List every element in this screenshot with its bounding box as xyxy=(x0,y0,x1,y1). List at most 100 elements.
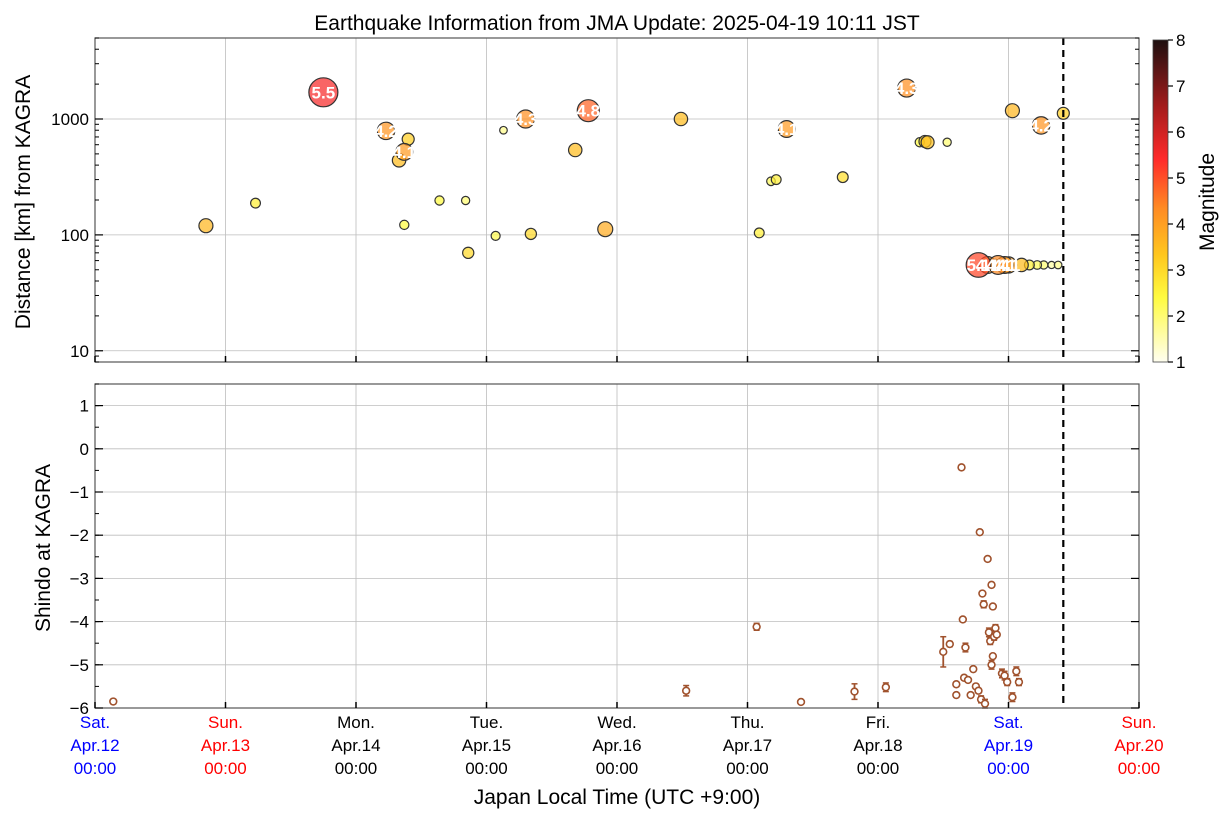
y-tick-label: 1000 xyxy=(51,110,89,129)
x-tick-label: Apr.13 xyxy=(201,736,250,755)
earthquake-point xyxy=(308,77,339,108)
earthquake-point xyxy=(567,142,583,158)
shindo-point xyxy=(681,686,691,695)
colorbar-tick-label: 8 xyxy=(1176,31,1185,50)
x-tick-label: Apr.18 xyxy=(853,736,902,755)
earthquake-point xyxy=(395,142,414,161)
shindo-point xyxy=(963,675,973,685)
x-tick-label: 00:00 xyxy=(204,759,247,778)
y-tick-label: 1 xyxy=(80,397,89,416)
x-axis-label: Japan Local Time (UTC +9:00) xyxy=(474,786,761,809)
colorbar-ticks: 1 2 3 4 5 6 7 8 xyxy=(1168,31,1185,372)
y-tick-label: −4 xyxy=(70,613,89,632)
shindo-point xyxy=(987,580,996,590)
y-tick-label: −3 xyxy=(70,569,89,588)
shindo-point xyxy=(983,554,992,564)
y-tick-label: −1 xyxy=(70,483,89,502)
earthquake-point xyxy=(376,121,396,141)
x-tick-label: Sun. xyxy=(1122,713,1157,732)
x-tick-label: Tue. xyxy=(470,713,503,732)
y-tick-label: −5 xyxy=(70,656,89,675)
x-tick-label: Apr.19 xyxy=(984,736,1033,755)
x-tick-label: 00:00 xyxy=(596,759,639,778)
magnitude-label: 4.4 xyxy=(986,256,1010,275)
earthquake-point xyxy=(1004,103,1021,119)
earthquake-point xyxy=(597,221,614,238)
y-tick-label: −2 xyxy=(70,526,89,545)
shindo-point xyxy=(987,660,996,669)
shindo-point xyxy=(1014,677,1024,687)
earthquake-point xyxy=(516,109,536,129)
x-tick-label: 00:00 xyxy=(465,759,508,778)
x-tick-label: Apr.16 xyxy=(592,736,641,755)
earthquake-point xyxy=(399,219,410,231)
shindo-panel: −6 −5 −4 −3 −2 −1 0 1 Shindo at KAGRA xyxy=(32,383,1140,718)
shindo-point xyxy=(980,699,990,708)
earthquake-point xyxy=(965,252,992,278)
earthquake-point xyxy=(1053,260,1063,270)
x-tick-label: Apr.14 xyxy=(331,736,380,755)
shindo-point xyxy=(957,463,966,472)
shindo-grid xyxy=(95,384,1139,708)
colorbar-tick-label: 2 xyxy=(1176,307,1185,326)
magnitude-colorbar: 1 2 3 4 5 6 7 8 Magnitude xyxy=(1152,31,1219,372)
distance-panel: 5.54.24.14.3 4.84.14.34.25.14.14.44.14.1 … xyxy=(12,37,1140,363)
x-tick-label: 00:00 xyxy=(74,759,117,778)
x-tick-label: Mon. xyxy=(337,713,375,732)
earthquake-point xyxy=(524,227,538,241)
earthquake-point xyxy=(777,119,796,138)
shindo-point xyxy=(966,690,975,700)
y-tick-label: 100 xyxy=(61,226,89,245)
magnitude-label: 4.1 xyxy=(976,256,1000,275)
x-tick-label: 00:00 xyxy=(987,759,1030,778)
earthquake-point xyxy=(770,174,782,186)
magnitude-label: 4.1 xyxy=(392,143,416,162)
y-tick-label: 0 xyxy=(80,440,89,459)
earthquake-point xyxy=(250,197,262,209)
magnitude-label: 4.2 xyxy=(374,122,398,141)
shindo-y-label: Shindo at KAGRA xyxy=(32,464,55,632)
earthquake-point xyxy=(499,125,508,135)
shindo-point xyxy=(978,589,987,598)
x-tick-label: Sun. xyxy=(208,713,243,732)
shindo-point xyxy=(850,687,859,696)
earthquake-point xyxy=(836,171,849,184)
y-tick-label: −6 xyxy=(70,699,89,718)
x-tick-label: Sat. xyxy=(993,713,1023,732)
shindo-point xyxy=(1002,677,1012,687)
colorbar-tick-label: 4 xyxy=(1176,215,1185,234)
earthquake-point xyxy=(198,218,214,234)
x-tick-label: 00:00 xyxy=(335,759,378,778)
x-tick-label: Thu. xyxy=(730,713,764,732)
shindo-point xyxy=(969,664,978,674)
distance-y-ticks: 10 100 1000 xyxy=(51,37,1139,363)
magnitude-label: 4.2 xyxy=(1029,116,1053,135)
earthquake-point xyxy=(576,99,600,123)
colorbar-tick-label: 1 xyxy=(1176,353,1185,372)
earthquake-point xyxy=(460,195,471,206)
earthquake-point xyxy=(673,111,689,127)
earthquake-point xyxy=(490,230,501,242)
colorbar-gradient xyxy=(1152,39,1169,363)
magnitude-label: 4.1 xyxy=(993,256,1017,275)
magnitude-label: 4.8 xyxy=(576,102,600,121)
colorbar-tick-label: 5 xyxy=(1176,169,1185,188)
shindo-point xyxy=(991,623,1000,633)
magnitude-label: 4.1 xyxy=(997,256,1021,275)
shindo-points xyxy=(109,463,1024,709)
magnitude-label: 5.5 xyxy=(312,83,336,102)
earthquake-point xyxy=(462,246,475,260)
shindo-point xyxy=(952,680,961,689)
shindo-point xyxy=(1012,667,1021,676)
shindo-point xyxy=(881,683,891,692)
x-tick-label: Apr.12 xyxy=(70,736,119,755)
shindo-point xyxy=(988,602,998,611)
x-tick-label: 00:00 xyxy=(1118,759,1161,778)
earthquake-point xyxy=(434,195,445,206)
magnitude-label: 5.1 xyxy=(967,256,991,275)
shindo-point xyxy=(984,628,994,637)
earthquake-point xyxy=(942,137,952,147)
chart-title: Earthquake Information from JMA Update: … xyxy=(314,12,920,35)
x-tick-label: Sat. xyxy=(80,713,110,732)
